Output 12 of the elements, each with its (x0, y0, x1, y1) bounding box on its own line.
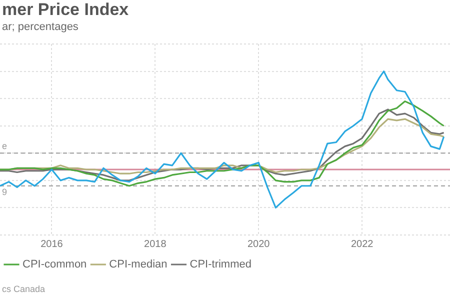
legend-label: CPI-common (22, 258, 87, 271)
annotation: 9 (2, 186, 8, 197)
text: cs Canada (2, 284, 46, 294)
x-tick-label: 2016 (40, 238, 64, 250)
x-tick-label: 2018 (144, 238, 167, 250)
x-tick-label: 2022 (350, 238, 374, 250)
chart-subtitle: ar; percentages (2, 21, 78, 33)
chart-title: mer Price Index (2, 0, 129, 20)
legend-label: CPI-median (109, 258, 168, 271)
x-tick-label: 2020 (247, 238, 270, 250)
legend-label: CPI-trimmed (190, 258, 252, 271)
ref-line-label: e (2, 141, 8, 152)
